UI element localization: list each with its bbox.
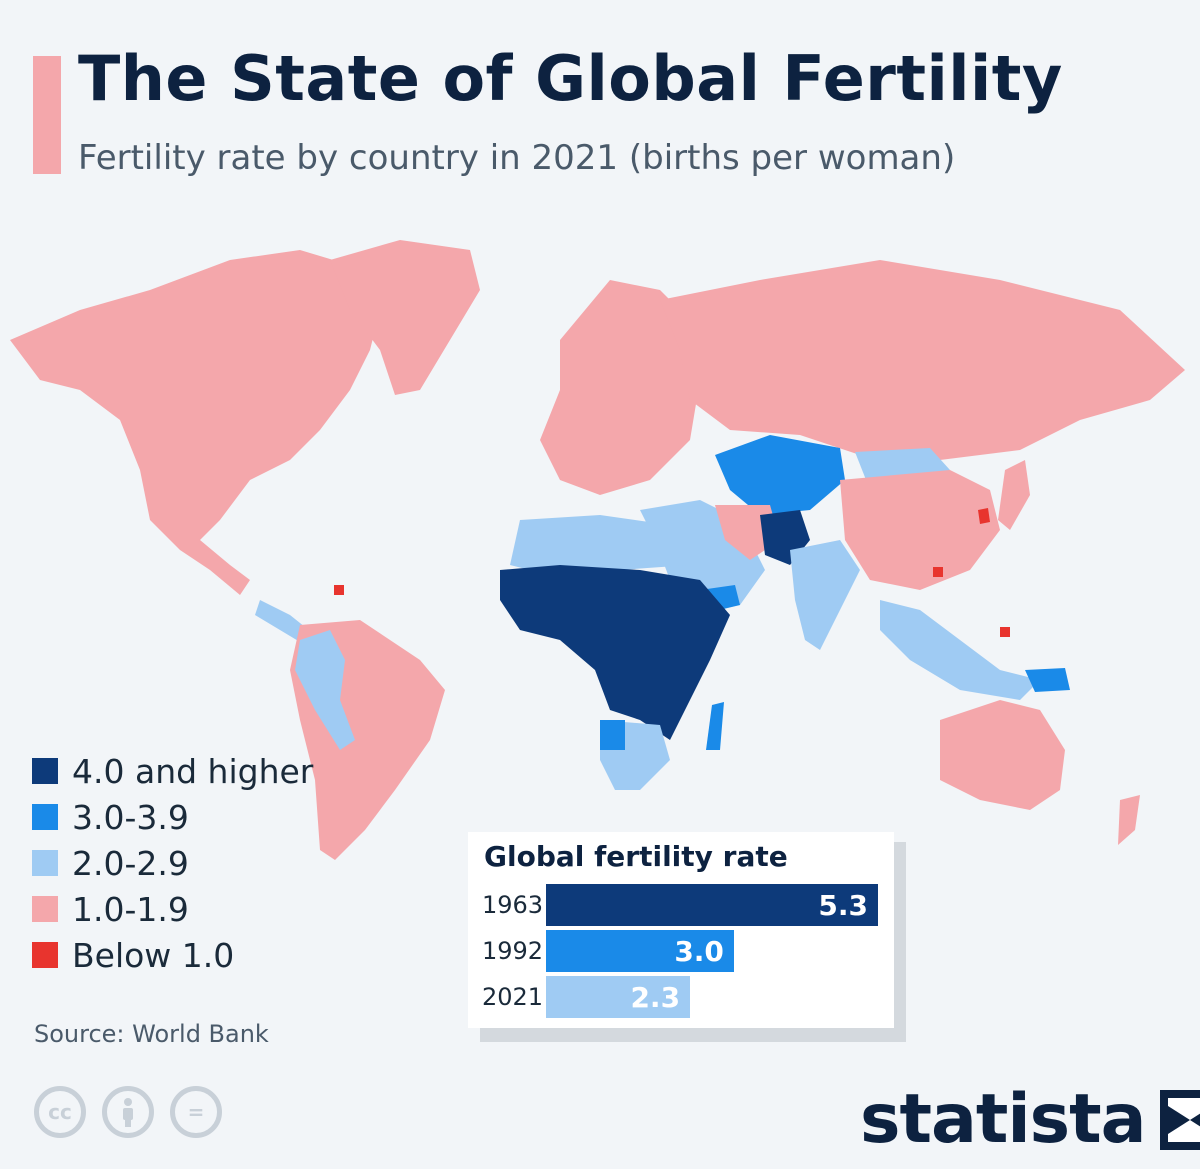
- angola-zambia: [600, 720, 625, 750]
- attribution-icon: [102, 1086, 154, 1138]
- pacific-marker: [1000, 627, 1010, 637]
- statista-brand: statista: [860, 1080, 1200, 1159]
- global-fertility-inset: Global fertility rate 1963 5.3 1992 3.0 2021…: [468, 832, 894, 1028]
- legend-label: 1.0-1.9: [72, 889, 189, 929]
- north-africa: [510, 515, 690, 575]
- legend-item: 1.0-1.9: [32, 886, 313, 932]
- legend-swatch: [32, 804, 58, 830]
- north-america: [10, 250, 380, 595]
- brand-name: statista: [860, 1080, 1147, 1159]
- madagascar: [706, 702, 724, 750]
- legend-swatch: [32, 850, 58, 876]
- new-zealand: [1118, 795, 1140, 845]
- accent-bar: [33, 56, 61, 174]
- page-title: The State of Global Fertility: [78, 42, 1063, 115]
- source-text: Source: World Bank: [34, 1020, 269, 1048]
- legend-item: Below 1.0: [32, 932, 313, 978]
- sub-saharan-africa: [500, 565, 730, 740]
- greenland: [330, 240, 480, 395]
- legend-swatch: [32, 758, 58, 784]
- southeast-asia: [880, 600, 1040, 700]
- legend-swatch: [32, 896, 58, 922]
- legend-label: 4.0 and higher: [72, 751, 314, 791]
- bar-value-label: 2.3: [630, 980, 681, 1014]
- papua: [1025, 668, 1070, 692]
- bar-value-label: 3.0: [674, 934, 724, 968]
- legend-label: Below 1.0: [72, 935, 235, 975]
- page-subtitle: Fertility rate by country in 2021 (birth…: [78, 138, 956, 178]
- bar-year-label: 1963: [482, 891, 544, 919]
- bar-row: 2021 2.3: [468, 976, 691, 1018]
- bar: 2.3: [546, 976, 691, 1018]
- no-derivatives-icon: =: [170, 1086, 222, 1138]
- bar-year-label: 1992: [482, 937, 544, 965]
- inset-title: Global fertility rate: [484, 840, 788, 873]
- legend-item: 2.0-2.9: [32, 840, 313, 886]
- legend-item: 4.0 and higher: [32, 748, 313, 794]
- russia: [660, 260, 1185, 460]
- china: [840, 470, 1000, 590]
- australia: [940, 700, 1065, 810]
- statista-logo-icon: [1159, 1089, 1200, 1150]
- legend-label: 2.0-2.9: [72, 843, 189, 883]
- cc-icon: cc: [34, 1086, 86, 1138]
- world-map: [10, 240, 1185, 860]
- bar-year-label: 2021: [482, 983, 544, 1011]
- central-asia: [715, 435, 845, 515]
- bar: 3.0: [546, 930, 734, 972]
- bar-value-label: 5.3: [818, 888, 868, 922]
- india: [790, 540, 860, 650]
- legend-label: 3.0-3.9: [72, 797, 189, 837]
- legend-item: 3.0-3.9: [32, 794, 313, 840]
- legend: 4.0 and higher 3.0-3.9 2.0-2.9 1.0-1.9 B…: [32, 748, 313, 978]
- caribbean-marker: [334, 585, 344, 595]
- legend-swatch: [32, 942, 58, 968]
- bar-row: 1963 5.3: [468, 884, 878, 926]
- japan: [998, 460, 1030, 530]
- europe: [540, 280, 700, 495]
- andes-countries: [295, 630, 355, 750]
- license-icons: cc =: [34, 1086, 222, 1138]
- bar-row: 1992 3.0: [468, 930, 734, 972]
- hong-kong-marker: [933, 567, 943, 577]
- south-korea: [978, 508, 990, 524]
- bar: 5.3: [546, 884, 878, 926]
